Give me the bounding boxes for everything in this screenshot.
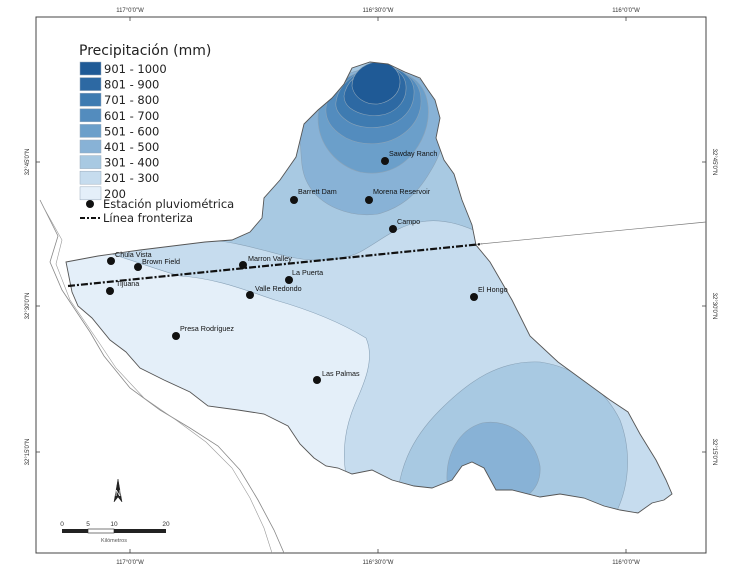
legend-swatch-6 — [79, 155, 102, 169]
legend-class-label-8: 200 — [104, 187, 126, 201]
station-chula-vista-label: Chula Vista — [115, 250, 152, 259]
graticule-bottom-1: 117°0'0"W — [116, 560, 144, 566]
legend-border-label: Línea fronteriza — [103, 211, 193, 225]
graticule-right-2: 32°30'0"N — [711, 293, 717, 320]
station-barrett-dam-label: Barrett Dam — [298, 187, 337, 196]
station-tijuana-label: Tijuana — [116, 279, 139, 288]
graticule-bottom-3: 116°0'0"W — [612, 560, 640, 566]
scale-segment-2 — [87, 528, 115, 534]
station-marron-valley-label: Marron Valley — [248, 254, 292, 263]
graticule-top-3: 116°0'0"W — [612, 8, 640, 14]
border-line — [67, 242, 483, 288]
graticule-left-3: 32°15'0"N — [25, 439, 31, 466]
north-arrow-label: N — [115, 489, 121, 498]
legend-swatch-5 — [79, 139, 102, 154]
legend-station-symbol — [86, 200, 94, 208]
station-barrett-dam-marker — [290, 196, 298, 204]
scale-tick-0: 0 — [60, 521, 64, 528]
station-chula-vista-marker — [107, 257, 115, 265]
graticule-top-1: 117°0'0"W — [116, 8, 144, 14]
station-las-palmas-marker — [313, 376, 321, 384]
north-arrow-icon — [113, 478, 123, 503]
station-la-puerta-marker — [285, 276, 293, 284]
station-presa-rodriguez-label: Presa Rodríguez — [180, 324, 234, 333]
scale-tick-20: 20 — [162, 521, 170, 528]
scale-bar: 0 5 10 20 Kilómetros — [60, 521, 170, 544]
border-line-extension — [469, 221, 706, 246]
graticule-right-3: 32°15'0"N — [711, 439, 717, 466]
station-presa-rodriguez-marker — [172, 332, 180, 340]
legend-class-label-3: 601 - 700 — [104, 109, 159, 123]
station-campo-marker — [389, 225, 397, 233]
graticule-bottom-2: 116°30'0"W — [363, 560, 394, 566]
scale-unit-label: Kilómetros — [101, 538, 127, 544]
legend-swatch-2 — [79, 92, 102, 107]
graticule-ticks — [36, 17, 706, 553]
scale-tick-10: 10 — [110, 521, 118, 528]
station-brown-field-marker — [134, 263, 142, 271]
scale-segment-3 — [114, 529, 166, 533]
scale-segment-1 — [62, 529, 88, 533]
station-sawday-ranch-label: Sawday Ranch — [389, 149, 437, 158]
legend-title: Precipitación (mm) — [79, 43, 211, 59]
station-marron-valley-marker — [239, 261, 247, 269]
graticule-left-1: 32°45'0"N — [25, 149, 31, 176]
graticule-top-2: 116°30'0"W — [363, 8, 394, 14]
station-morena-reservoir-marker — [365, 196, 373, 204]
legend-class-label-7: 201 - 300 — [104, 171, 159, 185]
graticule-left-2: 32°30'0"N — [25, 293, 31, 320]
station-el-hongo-label: El Hongo — [478, 285, 508, 294]
station-campo-label: Campo — [397, 217, 420, 226]
zone-901-1000 — [351, 62, 401, 105]
legend-class-label-6: 301 - 400 — [104, 156, 159, 170]
north-arrow: N — [113, 478, 123, 503]
legend-swatch-7 — [79, 170, 102, 185]
basin-outline — [65, 61, 673, 514]
station-morena-reservoir-label: Morena Reservoir — [373, 187, 431, 196]
station-valle-redondo-marker — [246, 291, 254, 299]
legend-swatch-8 — [79, 186, 102, 201]
station-la-puerta-label: La Puerta — [292, 268, 323, 277]
legend-class-label-1: 801 - 900 — [104, 78, 159, 92]
station-valle-redondo-label: Valle Redondo — [255, 284, 302, 293]
legend-swatch-0 — [79, 61, 102, 76]
station-las-palmas-label: Las Palmas — [322, 369, 360, 378]
legend-swatch-4 — [79, 124, 102, 138]
legend-swatch-3 — [79, 108, 102, 123]
graticule-right-1: 32°45'0"N — [711, 149, 717, 176]
coastline-inner — [43, 207, 273, 553]
legend-class-label-4: 501 - 600 — [104, 124, 159, 138]
stations: Chula Vista Brown Field Tijuana Marron V… — [106, 149, 508, 384]
station-el-hongo-marker — [470, 293, 478, 301]
legend: Precipitación (mm) 901 - 1000 801 - 90070… — [79, 43, 234, 225]
station-brown-field-label: Brown Field — [142, 257, 180, 266]
station-tijuana-marker — [106, 287, 114, 295]
legend-class-label-2: 701 - 800 — [104, 93, 159, 107]
legend-class-label-5: 401 - 500 — [104, 140, 159, 154]
legend-class-label-0: 901 - 1000 — [104, 62, 167, 76]
legend-swatch-1 — [79, 77, 102, 91]
scale-tick-5: 5 — [86, 521, 90, 528]
station-sawday-ranch-marker — [381, 157, 389, 165]
legend-station-label: Estación pluviométrica — [103, 197, 234, 211]
